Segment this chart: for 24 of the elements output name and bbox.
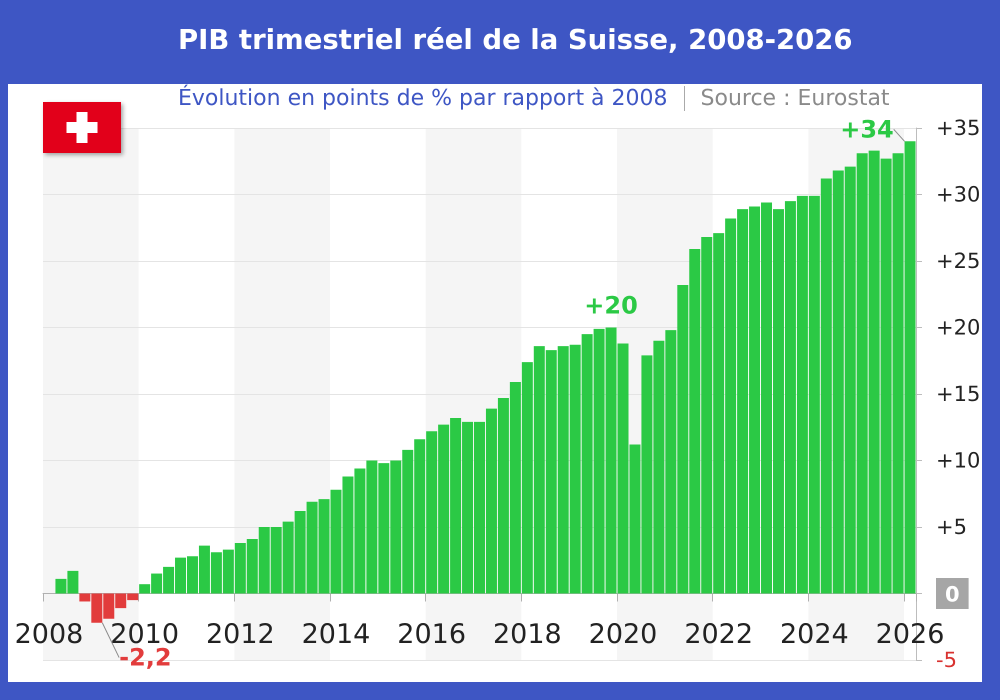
y-tick-label: +25: [936, 249, 980, 273]
y-tick-label: +10: [936, 448, 980, 472]
data-label: +34: [840, 115, 894, 144]
source-note: Source : Eurostat: [684, 86, 890, 111]
data-label: -2,2: [119, 644, 172, 672]
x-tick-label: 2026: [876, 619, 944, 650]
y-tick-label: -5: [936, 648, 957, 672]
chart-title: PIB trimestriel réel de la Suisse, 2008-2026: [178, 24, 853, 56]
y-tick-label: +30: [936, 182, 980, 206]
y-tick-label: +15: [936, 382, 980, 406]
chart-subtitle: Évolution en points de % par rapport à 2008: [178, 86, 668, 111]
y-tick-label: +20: [936, 316, 980, 340]
data-label: +20: [584, 292, 638, 320]
x-tick-label: 2008: [14, 619, 84, 650]
x-tick-label: 2024: [780, 619, 849, 650]
y-tick-label: +5: [936, 515, 967, 539]
y-tick-label: 0: [945, 582, 960, 606]
x-tick-label: 2014: [302, 619, 370, 650]
x-tick-label: 2016: [397, 619, 466, 650]
x-tick-label: 2018: [492, 619, 562, 650]
x-tick-label: 2012: [206, 619, 275, 650]
x-tick-label: 2022: [684, 619, 754, 650]
y-tick-label: +35: [936, 116, 980, 140]
x-tick-label: 2020: [588, 619, 658, 650]
